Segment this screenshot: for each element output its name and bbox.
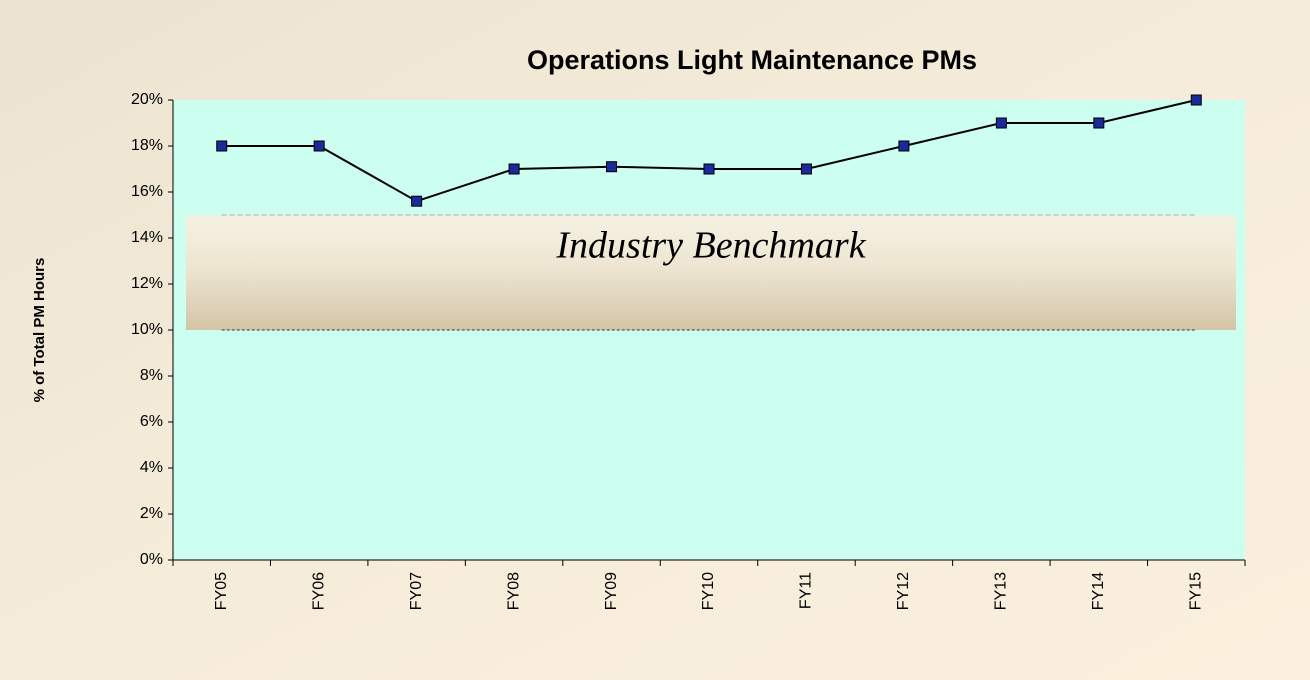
y-tick-label: 6% [140,413,163,430]
x-tick-label: FY09 [603,572,620,610]
benchmark-label: Industry Benchmark [555,225,866,267]
x-tick-label: FY08 [505,572,522,610]
data-point [411,195,423,207]
x-tick-label: FY13 [993,572,1010,610]
x-tick-label: FY14 [1090,572,1107,610]
data-point [1190,94,1202,106]
data-point [313,140,325,152]
y-tick-label: 2% [140,505,163,522]
x-tick-label: FY07 [408,572,425,610]
y-tick-label: 12% [131,275,163,292]
data-point [1093,117,1105,129]
y-tick-label: 14% [131,229,163,246]
y-tick-label: 18% [131,137,163,154]
y-tick-label: 16% [131,183,163,200]
x-tick-label: FY15 [1187,572,1204,610]
y-tick-label: 10% [131,321,163,338]
x-tick-label: FY11 [798,572,815,609]
data-point [800,163,812,175]
y-tick-label: 20% [131,91,163,108]
x-tick-label: FY05 [213,572,230,610]
benchmark-band [186,215,1236,330]
data-point [898,140,910,152]
y-tick-label: 8% [140,367,163,384]
data-point [606,161,618,173]
data-point [703,163,715,175]
chart-title: Operations Light Maintenance PMs [527,45,977,75]
y-axis-label: % of Total PM Hours [31,258,48,403]
data-point [216,140,228,152]
x-tick-label: FY12 [895,572,912,610]
x-tick-label: FY10 [700,572,717,610]
data-point [995,117,1007,129]
y-tick-label: 4% [140,459,163,476]
data-point [508,163,520,175]
y-tick-label: 0% [140,551,163,568]
x-tick-label: FY06 [310,572,327,610]
